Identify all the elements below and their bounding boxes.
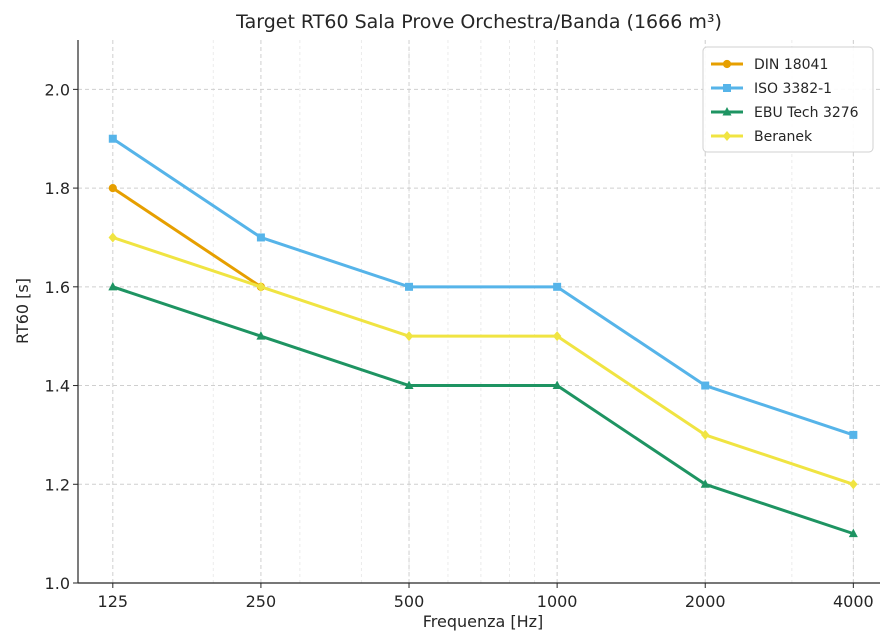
legend-label: DIN 18041 (754, 57, 828, 73)
data-point-triangle (404, 380, 414, 390)
series-line (111, 285, 855, 536)
legend-label: ISO 3382-1 (754, 81, 832, 97)
series-beranek (108, 232, 858, 490)
legend-box (702, 46, 874, 153)
series-line (111, 137, 855, 437)
data-point-square (553, 282, 562, 291)
legend: DIN 18041 ISO 3382-1 EBU Tech 3276 Beranek (702, 46, 874, 153)
x-tick-label: 250 (246, 592, 277, 611)
data-point-square (108, 134, 117, 143)
data-point-triangle (256, 331, 266, 340)
series-iso-3382-1 (108, 134, 858, 439)
legend-item: ISO 3382-1 (711, 81, 832, 97)
data-point-diamond (552, 331, 562, 342)
axes (77, 40, 880, 584)
data-point-circle (722, 59, 732, 69)
y-tick-label: 1.4 (45, 377, 70, 396)
series-line (111, 186, 263, 289)
data-point-triangle (108, 281, 118, 291)
legend-label: EBU Tech 3276 (754, 105, 859, 121)
data-point-square (723, 84, 731, 92)
series-layer (108, 134, 858, 538)
legend-label: Beranek (754, 129, 813, 145)
data-point-triangle (848, 528, 858, 538)
y-tick-label: 2.0 (45, 80, 70, 99)
series-line (111, 235, 855, 486)
data-point-triangle (552, 380, 562, 390)
x-tick-label: 1000 (537, 592, 578, 611)
legend-item: Beranek (711, 129, 813, 145)
data-point-circle (108, 183, 117, 193)
x-tick-label: 125 (98, 592, 129, 611)
x-axis-label: Frequenza [Hz] (423, 612, 544, 631)
legend-item: EBU Tech 3276 (711, 105, 859, 121)
data-point-square (405, 282, 414, 291)
data-point-diamond (108, 232, 118, 243)
y-tick-label: 1.0 (45, 574, 70, 593)
y-tick-label: 1.6 (45, 278, 70, 297)
chart-title: Target RT60 Sala Prove Orchestra/Banda (… (235, 11, 722, 33)
data-point-diamond (722, 131, 732, 141)
series-ebu-tech-3276 (108, 281, 858, 538)
data-point-diamond (256, 281, 266, 292)
data-point-diamond (404, 331, 414, 342)
y-tick-label: 1.2 (45, 475, 70, 494)
data-point-square (849, 430, 858, 439)
data-point-square (701, 381, 710, 390)
data-point-diamond (700, 429, 710, 440)
data-point-triangle (722, 107, 732, 116)
legend-item: DIN 18041 (711, 57, 828, 73)
tick-labels: 125 250 500 1000 2000 4000 1.0 1.2 1.4 1.6 1.8 2.0 (45, 80, 874, 611)
y-tick-label: 1.8 (45, 179, 70, 198)
x-tick-label: 500 (394, 592, 425, 611)
data-point-triangle (700, 479, 710, 488)
data-point-square (256, 233, 265, 242)
x-tick-label: 4000 (833, 592, 874, 611)
x-tick-label: 2000 (685, 592, 726, 611)
y-axis-label: RT60 [s] (13, 278, 32, 344)
data-point-diamond (849, 479, 858, 490)
